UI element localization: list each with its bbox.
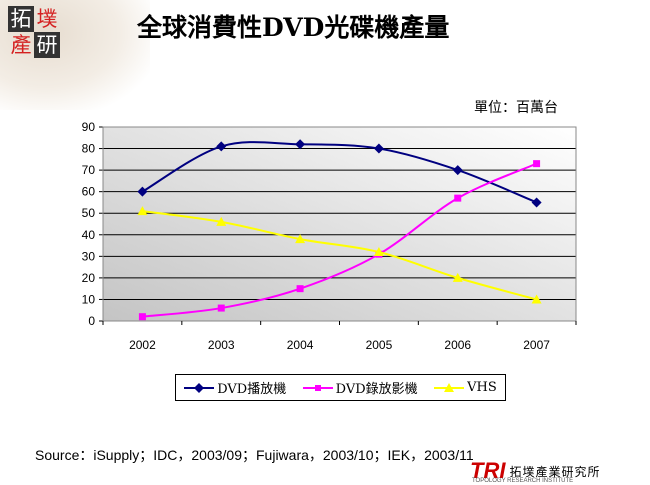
- x-tick-label: 2007: [523, 338, 550, 352]
- page-title: 全球消費性DVD光碟機產量: [137, 13, 450, 42]
- triangle-marker: [216, 216, 227, 226]
- x-tick-label: 2006: [444, 338, 471, 352]
- y-tick-label: 10: [82, 292, 96, 306]
- diamond-marker: [216, 141, 227, 152]
- series-line-0: [141, 141, 537, 204]
- triangle-marker: [137, 206, 148, 216]
- square-marker: [533, 160, 541, 168]
- source-note: Source：iSupply；IDC，2003/09；Fujiwara，2003…: [35, 447, 474, 463]
- triangle-marker: [452, 272, 463, 282]
- legend-item: VHS: [434, 380, 497, 395]
- legend: DVD播放機 DVD錄放影機 VHS: [175, 374, 506, 401]
- y-tick-label: 70: [82, 163, 96, 177]
- unit-label: 單位：百萬台: [474, 99, 558, 115]
- legend-swatch: [434, 382, 465, 392]
- square-marker: [454, 194, 462, 202]
- y-tick-label: 50: [82, 206, 96, 220]
- brand-mark: TRI: [470, 458, 506, 483]
- brand-name-cn: 拓墣產業研究所: [509, 464, 601, 479]
- series-line-2: [142, 210, 537, 301]
- legend-swatch: [302, 384, 333, 391]
- legend-label: DVD錄放影機: [335, 382, 418, 397]
- x-tick-label: 2004: [287, 338, 314, 352]
- y-tick-label: 40: [82, 228, 96, 242]
- square-marker: [296, 285, 304, 293]
- legend-label: DVD播放機: [217, 382, 287, 397]
- square-marker: [217, 304, 225, 312]
- y-tick-label: 90: [82, 120, 96, 134]
- brand-name-en: TOPOLOGY RESEARCH INSTITUTE: [472, 478, 574, 484]
- y-tick-label: 20: [82, 271, 96, 285]
- diamond-marker: [137, 186, 148, 197]
- diamond-marker: [295, 139, 306, 150]
- triangle-marker: [295, 234, 306, 244]
- x-tick-label: 2003: [208, 338, 235, 352]
- y-tick-label: 60: [82, 185, 96, 199]
- legend-item: DVD錄放影機: [302, 378, 418, 397]
- y-tick-label: 80: [82, 142, 96, 156]
- y-tick-label: 0: [88, 314, 95, 328]
- diamond-marker: [452, 165, 463, 176]
- company-logo: 拓墣產研: [8, 6, 60, 58]
- diamond-marker: [531, 197, 542, 208]
- y-tick-label: 30: [82, 249, 96, 263]
- legend-label: VHS: [467, 380, 497, 395]
- square-marker: [138, 313, 146, 321]
- triangle-marker: [531, 294, 542, 304]
- triangle-marker: [373, 247, 384, 257]
- x-tick-label: 2005: [366, 338, 393, 352]
- tri-logo: TRI 拓墣產業研究所 TOPOLOGY RESEARCH INSTITUTE: [470, 458, 600, 484]
- x-tick-label: 2002: [129, 338, 156, 352]
- legend-swatch: [184, 382, 215, 393]
- legend-item: DVD播放機: [184, 378, 286, 397]
- diamond-marker: [373, 143, 384, 154]
